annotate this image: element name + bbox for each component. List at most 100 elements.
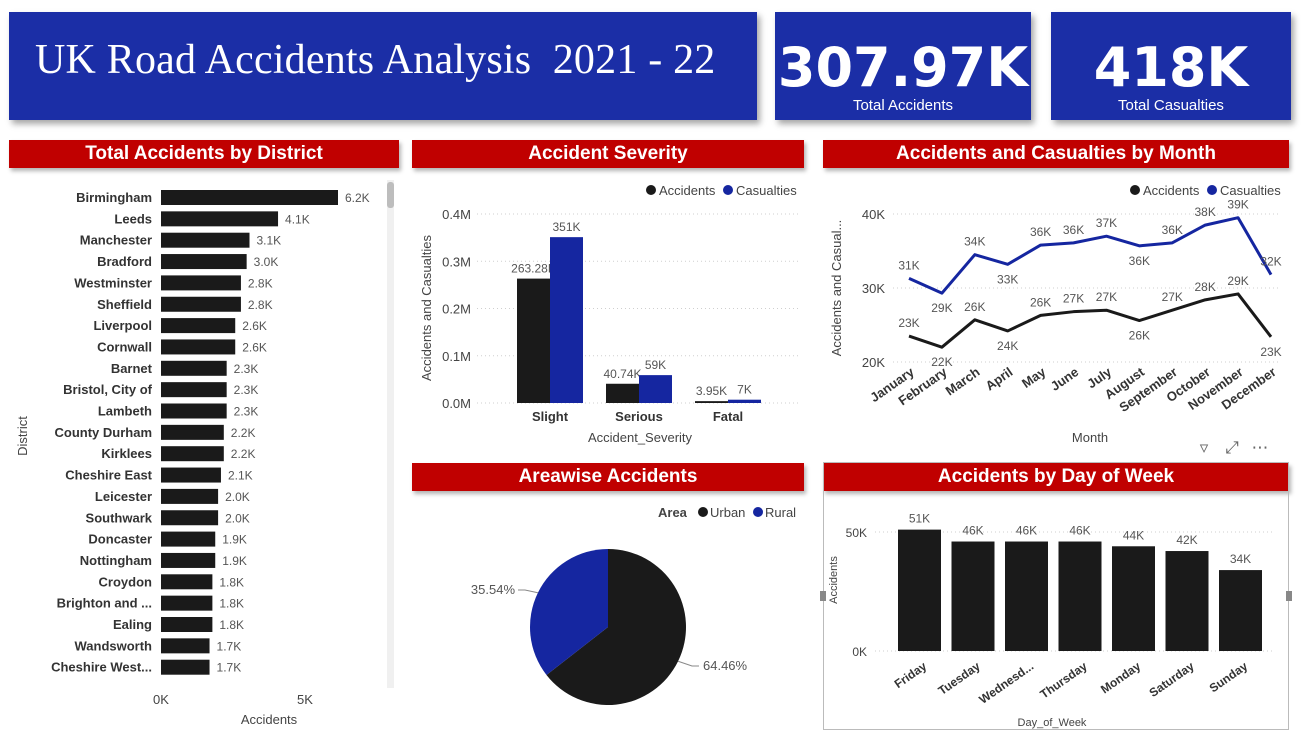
district-category-label: Barnet [111,361,153,376]
pie-value-label: 35.54% [471,582,516,597]
resize-handle-right[interactable] [1286,591,1292,601]
dow-category-label: Tuesday [936,659,983,698]
month-category-label: May [1019,364,1049,391]
district-bar [161,531,216,547]
district-value-label: 1.7K [217,639,242,653]
legend-marker [1207,185,1217,195]
district-value-label: 1.7K [217,661,242,675]
month-value-label: 32K [1260,255,1281,269]
legend-label: Rural [765,505,796,520]
dow-value-label: 51K [909,512,930,526]
month-value-label: 29K [931,301,952,315]
dow-value-label: 46K [962,524,983,538]
dow-bar [1112,546,1155,651]
y-tick-label: 0K [852,645,867,659]
kpi-value: 418K [1093,36,1249,99]
dow-value-label: 34K [1230,552,1251,566]
x-tick-label: 5K [297,692,313,707]
severity-category-label: Slight [532,409,569,424]
month-value-label: 27K [1096,290,1117,304]
severity-value-label: 59K [645,358,666,372]
severity-value-label: 7K [737,383,752,397]
district-value-label: 2.3K [234,383,259,397]
month-category-label: April [983,364,1016,393]
district-value-label: 2.8K [248,276,273,290]
dow-bar-chart[interactable]: 0K 50K 51K Friday 46K Tuesday 46K Wednesd... 46K… [823,492,1289,731]
district-bar [161,424,224,440]
dow-category-label: Friday [892,659,930,691]
dow-category-label: Wednesd... [976,659,1036,707]
month-category-label: June [1048,364,1081,394]
district-bar-chart[interactable]: Birmingham 6.2K Leeds 4.1K Manchester 3.1K Bra… [0,170,400,731]
month-panel-title: Accidents and Casualties by Month [823,140,1289,168]
district-value-label: 2.3K [234,362,259,376]
month-value-label: 26K [1030,295,1051,309]
district-category-label: Nottingham [80,553,152,568]
y-tick-label: 30K [862,281,885,296]
dow-category-label: Saturday [1147,659,1197,700]
kpi-label: Total Accidents [852,97,954,114]
area-pie-chart[interactable]: 64.46% 35.54% Area Urban Rural [405,492,810,731]
district-bar [161,446,224,462]
month-value-label: 22K [931,355,952,369]
x-axis-title: Month [1072,430,1108,445]
district-category-label: Westminster [74,275,152,290]
district-value-label: 1.8K [219,597,244,611]
district-bar [161,339,236,355]
district-category-label: Birmingham [76,190,152,205]
district-bar [161,190,338,205]
dow-panel-title: Accidents by Day of Week [823,463,1289,491]
kpi-value: 307.97K [777,36,1029,99]
district-category-label: Sheffield [97,297,152,312]
severity-bar [695,401,728,403]
district-category-label: Bradford [97,254,152,269]
dow-bar [1058,541,1102,651]
dow-bar [898,529,941,651]
district-value-label: 2.3K [234,405,259,419]
district-value-label: 6.2K [345,191,370,205]
legend-label: Accidents [1143,183,1200,198]
district-value-label: 2.6K [242,319,267,333]
dow-category-label: Monday [1098,659,1143,697]
y-tick-label: 40K [862,207,885,222]
district-bar [161,595,213,611]
month-line-chart[interactable]: 20K 30K 40K 23K 22K 26K 24K 26K 27K 27K 26K 27K 28K 2… [815,170,1301,460]
month-value-label: 36K [1162,223,1183,237]
scrollbar-track [387,180,394,688]
focus-mode-icon[interactable]: ⤢ [1225,438,1239,457]
month-value-label: 38K [1195,205,1216,219]
dow-category-label: Sunday [1207,659,1251,696]
filter-icon[interactable]: ▿ [1199,438,1209,457]
legend-label: Accidents [659,183,716,198]
severity-bar [550,237,583,403]
kpi-total-accidents[interactable]: 307.97K Total Accidents [775,12,1031,120]
dow-visual-frame[interactable] [820,462,1292,730]
more-options-icon[interactable]: ⋯ [1251,438,1269,457]
x-tick-label: 0K [153,692,169,707]
district-value-label: 2.2K [231,426,256,440]
district-category-label: Ealing [113,617,152,632]
district-category-label: Lambeth [98,404,152,419]
resize-handle-left[interactable] [820,591,826,601]
legend-label: Urban [710,505,745,520]
pie-value-label: 64.46% [703,658,748,673]
district-bar [161,574,213,590]
district-bar [161,254,247,270]
kpi-total-casualties[interactable]: 418K Total Casualties [1051,12,1291,120]
dow-bar [951,541,995,651]
severity-value-label: 263.28K [511,262,556,276]
district-category-label: County Durham [55,425,153,440]
month-value-label: 36K [1030,225,1051,239]
severity-value-label: 351K [552,220,580,234]
dow-value-label: 46K [1016,524,1037,538]
month-value-label: 34K [964,235,985,249]
severity-category-label: Fatal [713,409,743,424]
dow-value-label: 42K [1176,533,1197,547]
district-bar [161,296,241,312]
severity-bar-chart[interactable]: 0.0M 0.1M 0.2M 0.3M 0.4M 263.28K 40.74K 3.95K 35… [405,170,810,460]
district-category-label: Cornwall [97,339,152,354]
district-category-label: Kirklees [101,446,152,461]
dow-value-label: 44K [1123,528,1144,542]
dashboard-title: UK Road Accidents Analysis 2021 - 22 [35,37,716,83]
district-value-label: 2.1K [228,469,253,483]
